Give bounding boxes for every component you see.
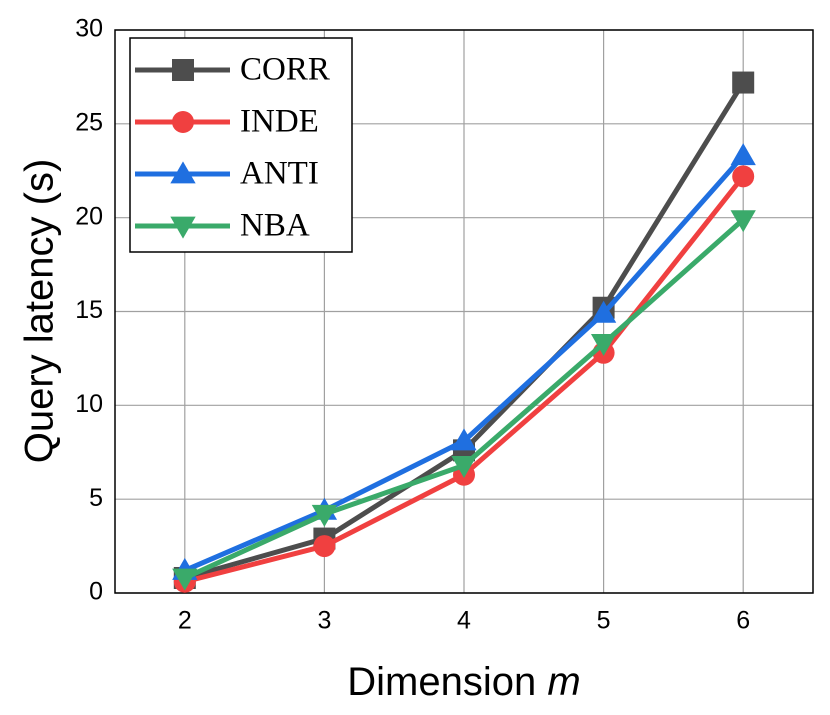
legend-frame: [129, 37, 353, 253]
legend: CORR INDE ANTI NBA: [129, 37, 353, 253]
legend-marker: [170, 161, 196, 184]
y-tick-label: 15: [75, 296, 103, 324]
x-tick-label: 3: [317, 607, 331, 635]
legend-marker: [172, 111, 194, 133]
legend-label: INDE: [240, 104, 319, 140]
y-tick-label: 10: [75, 390, 103, 418]
x-axis-label-variable: m: [547, 660, 580, 704]
marker: [451, 456, 477, 479]
legend-label: NBA: [240, 208, 310, 244]
marker: [311, 504, 338, 527]
y-axis-label: Query latency (s): [18, 159, 62, 464]
x-axis-label-text: Dimension: [347, 660, 536, 704]
plot-frame: [114, 29, 814, 594]
marker: [451, 428, 477, 451]
y-tick-label: 20: [75, 202, 103, 230]
marker: [732, 71, 755, 94]
x-tick-label: 4: [457, 607, 471, 635]
legend-label: CORR: [240, 52, 330, 88]
legend-label: ANTI: [240, 156, 319, 192]
x-tick-label: 5: [597, 607, 611, 635]
y-tick-label: 30: [75, 15, 103, 43]
y-tick-label: 5: [89, 484, 103, 512]
y-tick-label: 25: [75, 108, 103, 136]
x-tick-label: 2: [178, 607, 192, 635]
x-tick-label: 6: [736, 607, 750, 635]
marker: [590, 334, 617, 357]
marker: [730, 210, 756, 233]
marker: [732, 165, 755, 188]
marker: [313, 535, 336, 558]
marker: [730, 143, 756, 166]
y-tick-label: 0: [89, 578, 103, 606]
legend-marker: [172, 59, 194, 81]
legend-marker: [170, 216, 196, 239]
marker: [590, 300, 617, 323]
x-axis-label: Dimension m: [347, 660, 580, 704]
marker: [172, 568, 198, 591]
